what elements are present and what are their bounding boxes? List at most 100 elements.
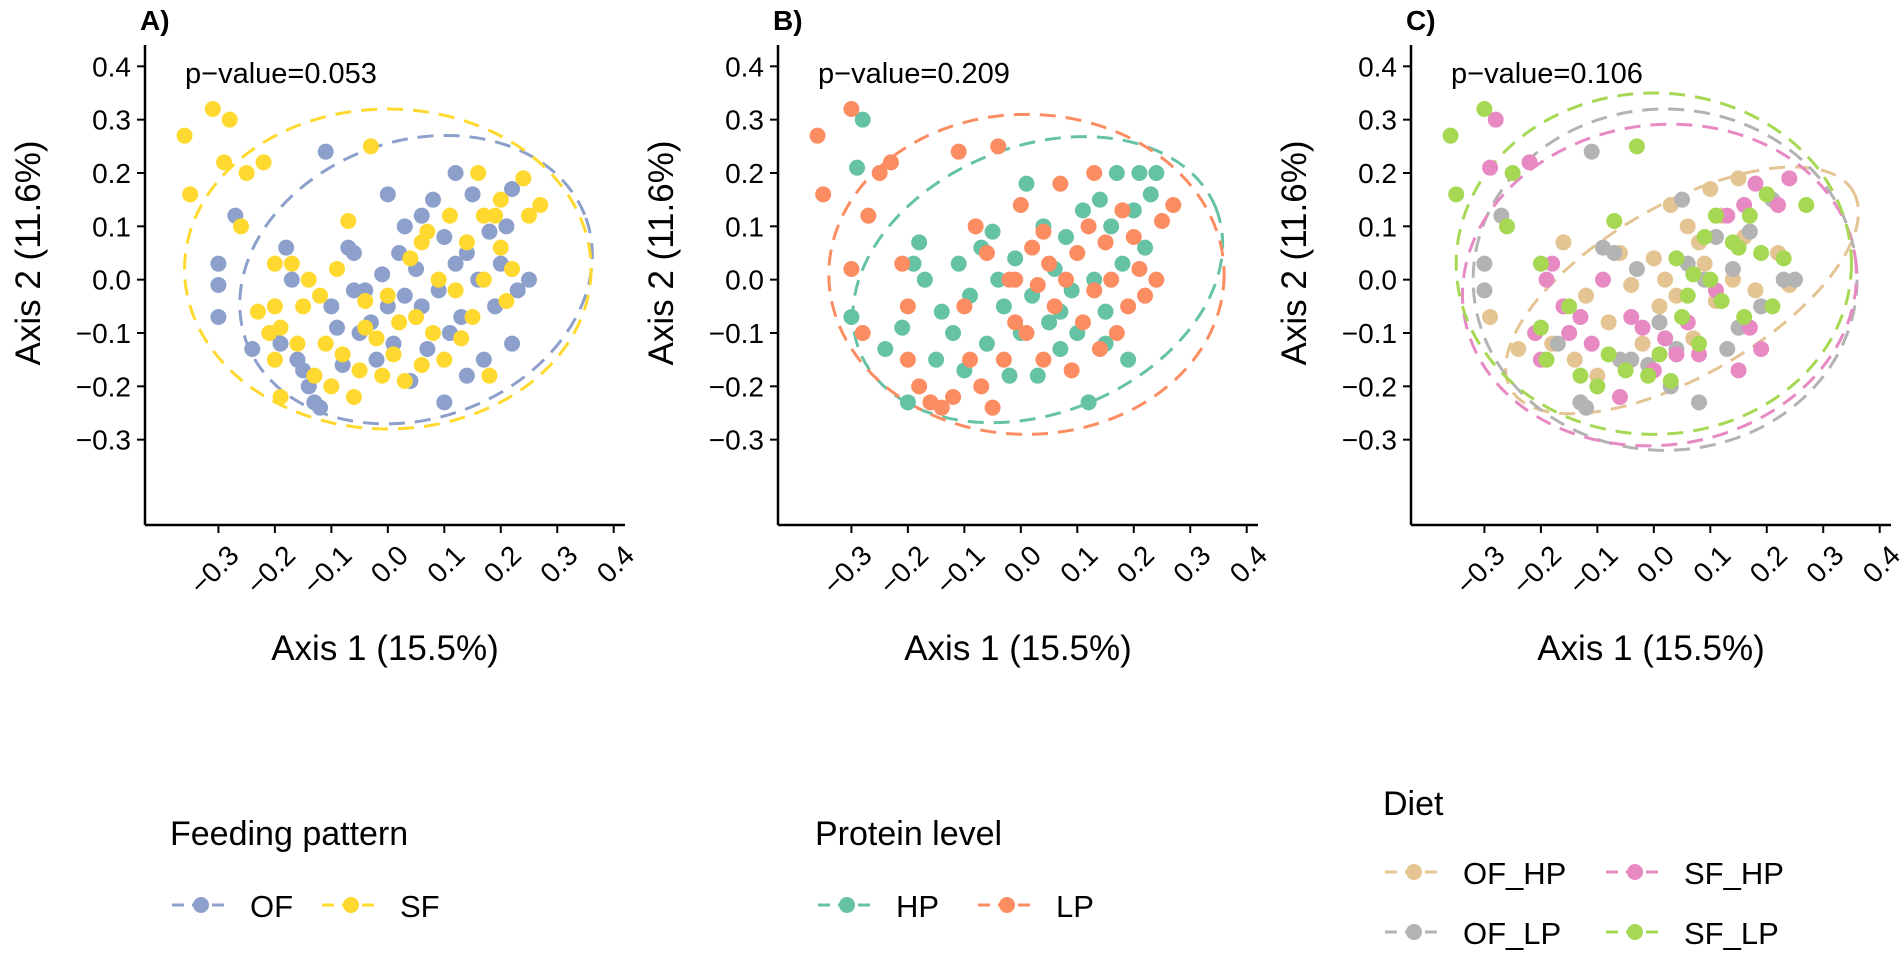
x-tick-label: 0.2 (478, 539, 527, 588)
point-lp (1131, 261, 1148, 277)
legend-dot (999, 897, 1015, 913)
x-tick-label: 0.3 (1800, 539, 1849, 588)
point-sf (289, 335, 306, 352)
point-of-hp (1668, 287, 1685, 304)
point-sf-hp (1623, 309, 1640, 325)
point-lp (809, 127, 826, 144)
point-of (447, 255, 464, 272)
point-lp (1154, 213, 1170, 229)
point-lp (854, 325, 871, 341)
point-lp (1035, 223, 1052, 240)
legend-key-hp (818, 897, 876, 913)
panel-c: C) p−value=0.106 Axis 1 (15.5%) Axis 2 (… (1275, 5, 1902, 668)
point-sf (396, 373, 413, 389)
point-sf (492, 191, 509, 208)
point-hp (1041, 314, 1058, 331)
point-sf (475, 271, 492, 288)
legend-dot (1406, 924, 1422, 940)
point-sf (368, 330, 385, 347)
point-lp (899, 351, 916, 368)
point-of-hp (1702, 181, 1719, 197)
legend-dot (1406, 864, 1422, 880)
legend-title: Diet (1383, 785, 1444, 823)
ellipse-lp (827, 112, 1226, 436)
point-of (210, 255, 227, 272)
point-hp (1074, 202, 1091, 219)
point-lp (990, 138, 1007, 155)
point-lp (899, 298, 916, 315)
point-sf (458, 234, 475, 251)
point-lp (1063, 362, 1080, 379)
x-tick-label: 0.2 (1744, 539, 1793, 588)
point-hp (1052, 341, 1069, 357)
point-sf (441, 207, 458, 224)
point-sf-lp (1758, 186, 1775, 203)
point-lp (1069, 245, 1086, 261)
point-sf-lp (1764, 298, 1781, 315)
point-sf-hp (1572, 309, 1589, 325)
point-hp (928, 351, 945, 368)
x-tick-label: −0.3 (817, 539, 878, 600)
p-value-annotation: p−value=0.209 (818, 58, 1010, 90)
point-lp (860, 207, 877, 224)
point-lp (1024, 239, 1041, 256)
point-sf (374, 367, 391, 384)
legend-label-sf: SF (400, 889, 440, 924)
point-of-lp (1753, 298, 1770, 315)
point-sf-lp (1561, 298, 1578, 315)
legend-key-of-hp (1385, 864, 1443, 880)
point-sf-hp (1657, 330, 1674, 347)
panel-label: A) (140, 5, 170, 36)
point-lp (1012, 197, 1029, 213)
y-tick-label: −0.1 (1342, 318, 1397, 349)
point-of (436, 394, 453, 411)
point-sf-hp (1753, 341, 1770, 357)
point-of-hp (1623, 277, 1640, 293)
point-lp (1029, 277, 1046, 293)
point-hp (916, 271, 933, 288)
y-tick-label: 0.0 (725, 265, 764, 296)
point-hp (1058, 229, 1074, 245)
point-sf-hp (1634, 319, 1651, 336)
point-sf (351, 362, 368, 379)
point-of (396, 218, 413, 235)
point-sf-lp (1713, 293, 1730, 309)
point-sf-lp (1753, 245, 1770, 261)
point-of (419, 341, 436, 357)
point-sf (176, 127, 193, 144)
x-tick-label: −0.1 (1563, 539, 1624, 600)
point-of-hp (1578, 287, 1595, 304)
point-of-lp (1674, 191, 1691, 208)
point-of (509, 282, 526, 299)
point-sf (379, 287, 396, 304)
point-of (374, 266, 391, 283)
point-sf (312, 287, 329, 304)
y-tick-label: 0.4 (92, 51, 131, 82)
point-of (283, 271, 300, 288)
point-sf (408, 309, 425, 325)
point-of-lp (1691, 394, 1707, 411)
x-tick-label: 0.3 (534, 539, 583, 588)
point-hp (1103, 218, 1120, 235)
point-of-lp (1651, 314, 1668, 331)
point-of-lp (1707, 229, 1724, 245)
x-tick-label: −0.2 (1506, 539, 1567, 600)
point-sf (249, 303, 266, 320)
point-sf-lp (1532, 255, 1549, 272)
point-of (244, 341, 261, 357)
point-lp (1035, 351, 1052, 368)
point-of (504, 335, 521, 352)
point-hp (911, 234, 928, 251)
p-value-annotation: p−value=0.106 (1451, 58, 1643, 90)
point-lp (1041, 255, 1058, 272)
point-sf-lp (1798, 197, 1815, 213)
point-of-hp (1645, 250, 1662, 267)
y-axis-title: Axis 2 (11.6%) (642, 141, 681, 366)
point-hp (1125, 202, 1142, 219)
x-axis-title: Axis 1 (15.5%) (271, 629, 499, 668)
point-of-hp (1657, 271, 1674, 288)
point-sf-lp (1617, 362, 1634, 379)
ellipse-hp (851, 135, 1225, 425)
point-sf-lp (1476, 101, 1493, 117)
point-hp (1120, 351, 1137, 368)
